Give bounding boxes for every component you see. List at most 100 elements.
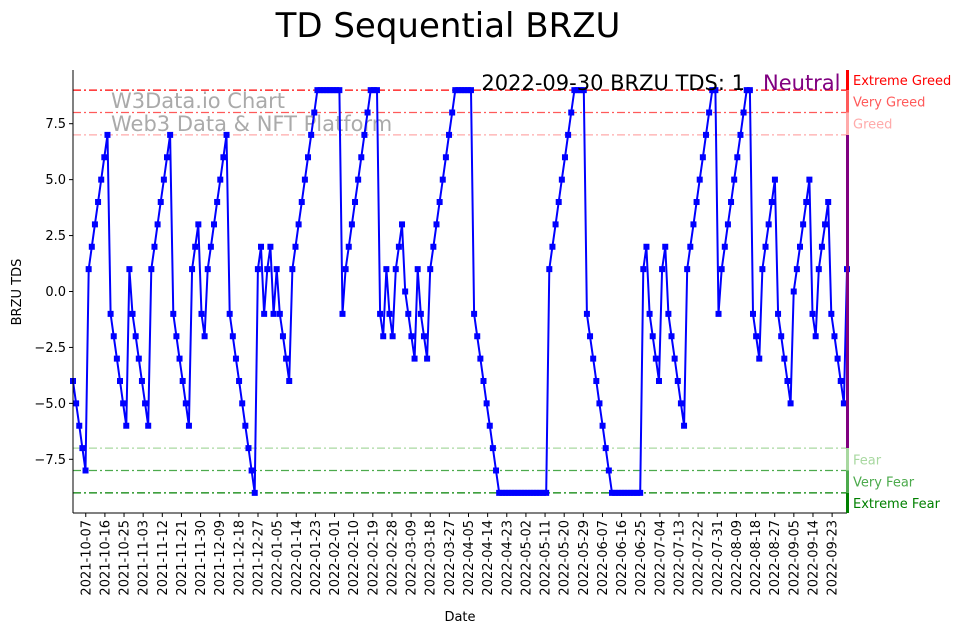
x-tick-label: 2022-02-19 [366, 520, 381, 596]
data-point [367, 87, 374, 94]
data-point [734, 154, 741, 161]
annotation-state: Neutral [763, 71, 841, 95]
data-point [170, 310, 177, 317]
data-point [129, 310, 136, 317]
data-point [590, 355, 597, 362]
data-point [493, 467, 500, 474]
data-point [681, 422, 688, 429]
data-point [333, 87, 340, 94]
data-point [561, 154, 568, 161]
annotation: 2022-09-30 BRZU TDS: 1 [481, 71, 745, 95]
data-point [728, 199, 735, 206]
data-point [458, 87, 465, 94]
data-point [702, 131, 709, 138]
x-tick-label: 2022-03-18 [424, 520, 439, 596]
band-very-fear [846, 470, 849, 493]
data-point [317, 87, 324, 94]
data-point [364, 109, 371, 116]
data-point [138, 377, 145, 384]
x-tick-label: 2021-11-12 [156, 520, 171, 596]
data-point [803, 199, 810, 206]
data-point [778, 333, 785, 340]
data-point [540, 489, 547, 496]
data-point [596, 400, 603, 407]
data-point [314, 87, 321, 94]
data-point [442, 154, 449, 161]
data-point [251, 489, 258, 496]
data-point [389, 333, 396, 340]
band-label: Very Fear [853, 476, 915, 491]
data-point [514, 489, 521, 496]
data-point [615, 489, 622, 496]
data-point [787, 400, 794, 407]
y-tick-label: −5.0 [34, 397, 66, 412]
x-tick-label: 2022-04-14 [481, 520, 496, 596]
data-point [345, 243, 352, 250]
data-point [254, 266, 261, 273]
data-point [339, 310, 346, 317]
data-point [201, 333, 208, 340]
x-tick-label: 2022-07-04 [653, 520, 668, 596]
sentiment-bar: Extreme Greed Very Greed Greed Fear Very Fea… [846, 70, 951, 513]
x-tick-label: 2021-10-07 [79, 520, 94, 596]
data-point [630, 489, 637, 496]
x-tick-label: 2022-01-14 [290, 520, 305, 596]
x-tick-label: 2021-11-30 [194, 520, 209, 596]
data-point [126, 266, 133, 273]
data-point [530, 489, 537, 496]
data-point [311, 109, 318, 116]
data-point [646, 310, 653, 317]
data-point [555, 199, 562, 206]
data-point [731, 176, 738, 183]
data-point [427, 266, 434, 273]
data-point [477, 355, 484, 362]
data-point [825, 199, 832, 206]
band-fear [846, 448, 849, 471]
x-tick-label: 2022-02-28 [385, 520, 400, 596]
data-point [536, 489, 543, 496]
data-point [840, 400, 847, 407]
data-point [621, 489, 628, 496]
data-point [110, 333, 117, 340]
data-point [518, 489, 525, 496]
data-point [286, 377, 293, 384]
x-tick-label: 2022-08-18 [749, 520, 764, 596]
y-tick-label: 2.5 [45, 229, 66, 244]
data-point [117, 377, 124, 384]
data-point [386, 310, 393, 317]
band-greed [846, 112, 849, 135]
data-point [446, 131, 453, 138]
data-point [684, 266, 691, 273]
data-point [132, 333, 139, 340]
data-point [430, 243, 437, 250]
band-extreme-greed [846, 70, 849, 91]
data-point [373, 87, 380, 94]
data-point [305, 154, 312, 161]
data-point [207, 243, 214, 250]
y-tick-label: −2.5 [34, 341, 66, 356]
data-point [455, 87, 462, 94]
x-tick-label: 2022-06-16 [615, 520, 630, 596]
data-point [245, 445, 252, 452]
data-point [173, 333, 180, 340]
data-point [571, 87, 578, 94]
data-point [800, 221, 807, 228]
data-point [693, 199, 700, 206]
data-point [380, 333, 387, 340]
data-point [323, 87, 330, 94]
data-point [167, 131, 174, 138]
data-point [558, 176, 565, 183]
data-point [164, 154, 171, 161]
data-point [236, 377, 243, 384]
watermark-line-2: Web3 Data & NFT Platform [111, 112, 392, 136]
data-point [88, 243, 95, 250]
data-point [261, 310, 268, 317]
data-point [809, 310, 816, 317]
data-point [640, 266, 647, 273]
data-point [220, 154, 227, 161]
data-point [195, 221, 202, 228]
data-point [662, 243, 669, 250]
data-point [107, 310, 114, 317]
neutral-band [846, 134, 849, 449]
